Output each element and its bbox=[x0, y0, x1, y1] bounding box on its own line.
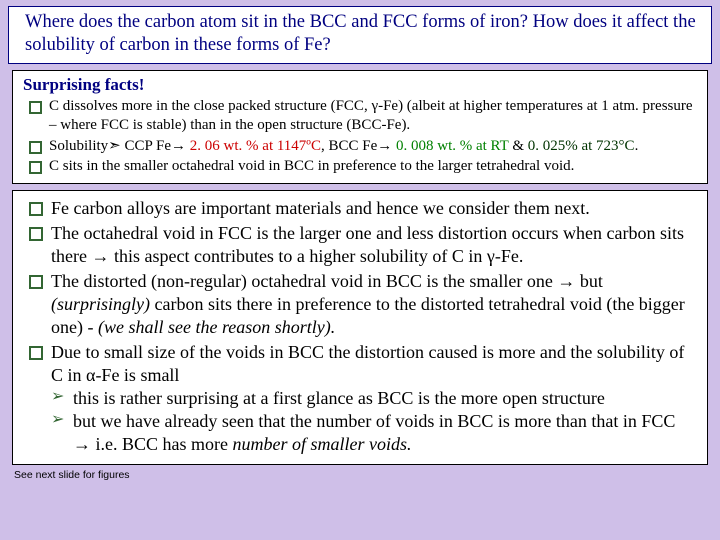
fact-text-amp: & bbox=[509, 138, 528, 154]
body-item: Fe carbon alloys are important materials… bbox=[23, 197, 697, 220]
body-text-pre: The distorted (non-regular) octahedral v… bbox=[51, 271, 603, 291]
sub-list: this is rather surprising at a first gla… bbox=[51, 387, 697, 456]
footnote: See next slide for figures bbox=[14, 469, 712, 481]
fact-text-dgreen: 0. 025% at 723°C bbox=[528, 138, 635, 154]
fact-text: C sits in the smaller octahedral void in… bbox=[49, 158, 574, 174]
facts-box: Surprising facts! C dissolves more in th… bbox=[12, 70, 708, 184]
fact-text-pre: Solubility➣ CCP Fe→ bbox=[49, 138, 190, 154]
fact-text: C dissolves more in the close packed str… bbox=[49, 98, 693, 133]
body-text: Due to small size of the voids in BCC th… bbox=[51, 342, 684, 385]
fact-item: Solubility➣ CCP Fe→ 2. 06 wt. % at 1147º… bbox=[23, 137, 697, 156]
fact-item: C sits in the smaller octahedral void in… bbox=[23, 157, 697, 176]
fact-text-mid: , BCC Fe→ bbox=[321, 138, 396, 154]
fact-text-end: . bbox=[635, 138, 639, 154]
body-text: Fe carbon alloys are important materials… bbox=[51, 198, 590, 218]
sub-item: this is rather surprising at a first gla… bbox=[51, 387, 697, 410]
body-list: Fe carbon alloys are important materials… bbox=[23, 197, 697, 456]
body-text-ital: (surprisingly) bbox=[51, 294, 150, 314]
slide-title: Where does the carbon atom sit in the BC… bbox=[25, 12, 696, 55]
facts-list: C dissolves more in the close packed str… bbox=[23, 97, 697, 176]
body-item: The octahedral void in FCC is the larger… bbox=[23, 222, 697, 268]
fact-text-green: 0. 008 wt. % at RT bbox=[396, 138, 509, 154]
title-box: Where does the carbon atom sit in the BC… bbox=[8, 6, 712, 64]
facts-heading: Surprising facts! bbox=[23, 75, 697, 95]
sub-text-ital: number of smaller voids. bbox=[233, 434, 412, 454]
body-text-ital: (we shall see the reason shortly). bbox=[98, 317, 335, 337]
slide-root: Where does the carbon atom sit in the BC… bbox=[0, 0, 720, 540]
fact-item: C dissolves more in the close packed str… bbox=[23, 97, 697, 135]
body-box: Fe carbon alloys are important materials… bbox=[12, 190, 708, 465]
sub-text: this is rather surprising at a first gla… bbox=[73, 388, 605, 408]
sub-item: but we have already seen that the number… bbox=[51, 410, 697, 456]
body-item: The distorted (non-regular) octahedral v… bbox=[23, 270, 697, 339]
body-text: The octahedral void in FCC is the larger… bbox=[51, 223, 684, 266]
body-item: Due to small size of the voids in BCC th… bbox=[23, 341, 697, 456]
fact-text-red: 2. 06 wt. % at 1147ºC bbox=[190, 138, 321, 154]
